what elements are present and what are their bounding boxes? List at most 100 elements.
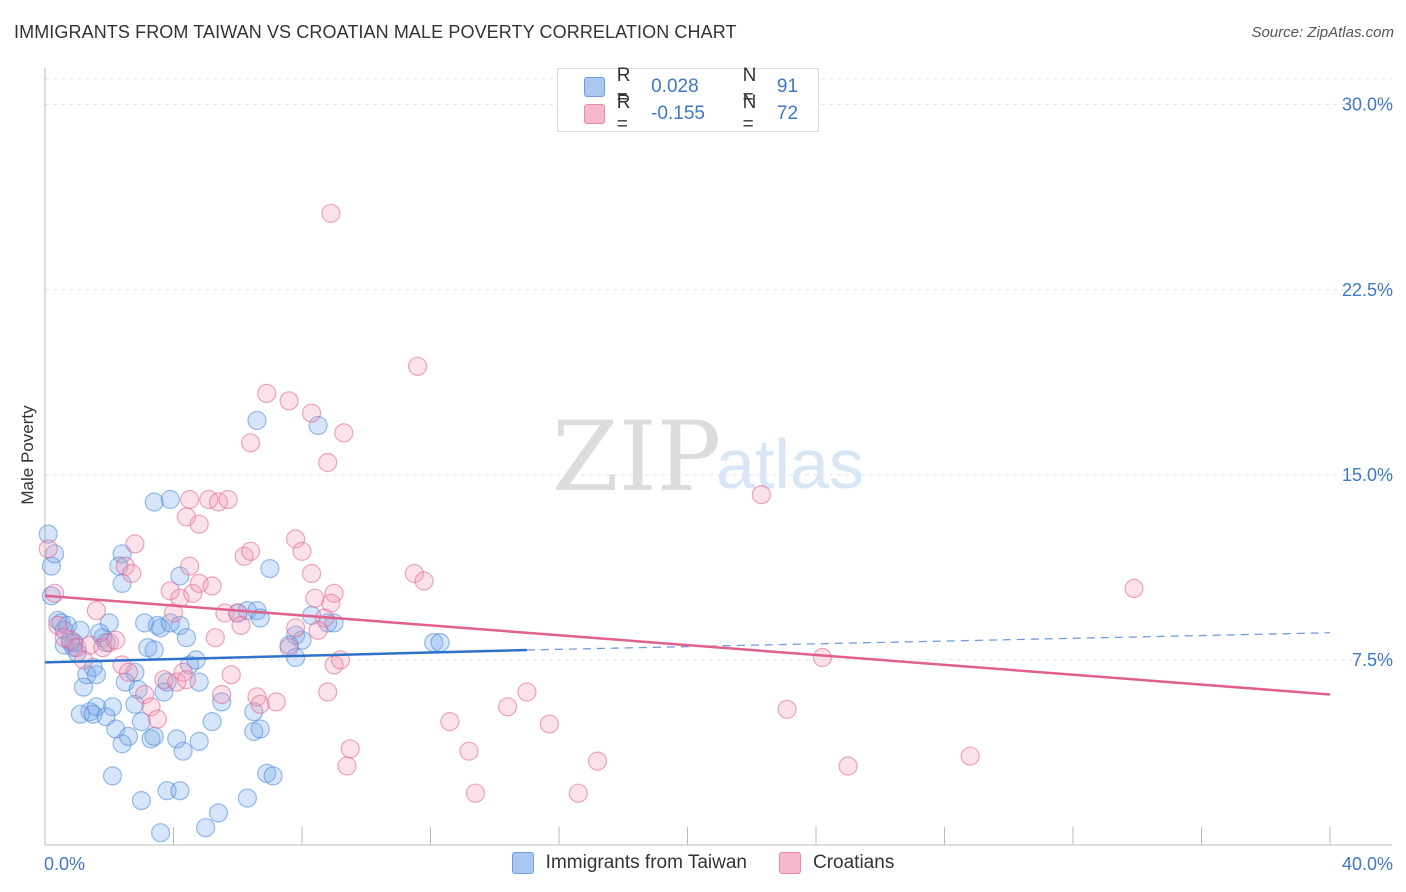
- legend-swatch-croatians: [584, 104, 605, 124]
- point-taiwan: [112, 734, 132, 754]
- r-value: -0.155: [651, 103, 705, 124]
- chart-title: IMMIGRANTS FROM TAIWAN VS CROATIAN MALE …: [14, 22, 737, 42]
- point-croatians: [751, 485, 772, 505]
- point-croatians: [125, 534, 145, 554]
- point-taiwan: [151, 823, 171, 843]
- point-taiwan: [38, 524, 58, 544]
- point-croatians: [279, 637, 299, 658]
- point-croatians: [292, 541, 312, 561]
- point-croatians: [202, 576, 222, 596]
- point-taiwan: [170, 615, 190, 636]
- point-croatians: [302, 563, 322, 584]
- point-croatians: [221, 665, 241, 685]
- point-croatians: [250, 694, 270, 714]
- point-taiwan: [151, 618, 171, 638]
- point-croatians: [318, 452, 338, 473]
- point-taiwan: [102, 766, 123, 786]
- gridlines: [45, 78, 1392, 661]
- point-taiwan: [112, 544, 132, 564]
- y-tick-label: 15.0%: [1342, 465, 1393, 485]
- point-croatians: [257, 383, 277, 403]
- n-value: 91: [776, 76, 799, 97]
- point-taiwan: [308, 415, 328, 436]
- series-legend-item-taiwan: Immigrants from Taiwan: [511, 852, 747, 874]
- watermark: ZIP atlas: [552, 401, 864, 513]
- point-taiwan: [167, 729, 187, 749]
- point-croatians: [498, 697, 518, 717]
- point-taiwan: [247, 410, 267, 431]
- point-croatians: [777, 699, 797, 719]
- point-croatians: [334, 423, 354, 443]
- n-label: N =: [742, 65, 757, 108]
- point-croatians: [279, 391, 299, 411]
- point-taiwan: [180, 655, 200, 675]
- point-croatians: [48, 615, 68, 636]
- point-croatians: [86, 600, 107, 621]
- point-croatians: [465, 783, 486, 803]
- point-croatians: [414, 571, 434, 591]
- watermark-atlas: atlas: [716, 425, 864, 503]
- point-croatians: [1124, 578, 1144, 599]
- point-taiwan: [170, 566, 190, 586]
- point-croatians: [180, 489, 200, 510]
- point-croatians: [38, 539, 58, 559]
- point-croatians: [286, 618, 306, 638]
- n-value: 72: [776, 103, 799, 124]
- point-croatians: [404, 563, 424, 584]
- point-croatians: [241, 541, 261, 561]
- point-taiwan: [286, 625, 306, 645]
- point-croatians: [340, 739, 360, 759]
- x-tick-labels: 0.0% 40.0%: [44, 854, 1393, 874]
- point-taiwan: [430, 632, 450, 653]
- point-taiwan: [73, 677, 94, 697]
- n-label: N =: [742, 92, 757, 135]
- legend-row-taiwan: R = 0.028 N = 91: [584, 65, 818, 108]
- point-croatians: [838, 756, 858, 776]
- point-croatians: [115, 556, 135, 576]
- point-croatians: [118, 662, 139, 682]
- series-label-croatians: Croatians: [813, 852, 895, 873]
- source-credit: Source: ZipAtlas.com: [1251, 24, 1394, 41]
- point-croatians: [568, 783, 588, 803]
- point-croatians: [231, 615, 251, 636]
- point-croatians: [337, 756, 357, 776]
- point-taiwan: [173, 741, 193, 761]
- point-taiwan: [144, 726, 164, 747]
- point-croatians: [205, 628, 225, 648]
- point-croatians: [440, 711, 460, 732]
- data-points: [38, 203, 1144, 843]
- point-croatians: [408, 356, 428, 376]
- point-croatians: [308, 620, 328, 640]
- point-taiwan: [286, 647, 306, 668]
- correlation-legend: R = 0.028 N = 91 R = -0.155 N = 72: [557, 65, 819, 135]
- x-tick-label: 40.0%: [1342, 854, 1393, 874]
- point-taiwan: [196, 818, 216, 838]
- point-croatians: [305, 588, 325, 608]
- point-taiwan: [128, 679, 148, 700]
- point-taiwan: [212, 692, 232, 712]
- point-croatians: [286, 529, 306, 549]
- point-taiwan: [176, 628, 196, 648]
- point-croatians: [218, 489, 238, 510]
- point-taiwan: [260, 558, 280, 579]
- series-label-taiwan: Immigrants from Taiwan: [545, 852, 747, 873]
- point-taiwan: [144, 640, 164, 660]
- point-taiwan: [250, 719, 270, 739]
- point-croatians: [228, 603, 248, 623]
- y-tick-labels: 7.5% 15.0% 22.5% 30.0%: [1342, 95, 1393, 670]
- point-taiwan: [202, 711, 222, 732]
- point-taiwan: [141, 729, 161, 749]
- point-croatians: [321, 593, 341, 613]
- series-swatch-taiwan: [511, 852, 534, 874]
- point-taiwan: [170, 781, 190, 801]
- axes: [44, 68, 1392, 846]
- series-legend-item-croatians: Croatians: [779, 852, 894, 874]
- y-tick-label: 7.5%: [1352, 650, 1393, 670]
- point-croatians: [212, 684, 232, 705]
- point-croatians: [189, 514, 209, 534]
- legend-swatch-taiwan: [584, 77, 605, 97]
- trend-lines: [44, 594, 1331, 696]
- trend-line-taiwan: [44, 648, 527, 664]
- point-taiwan: [99, 613, 119, 633]
- point-croatians: [234, 546, 254, 566]
